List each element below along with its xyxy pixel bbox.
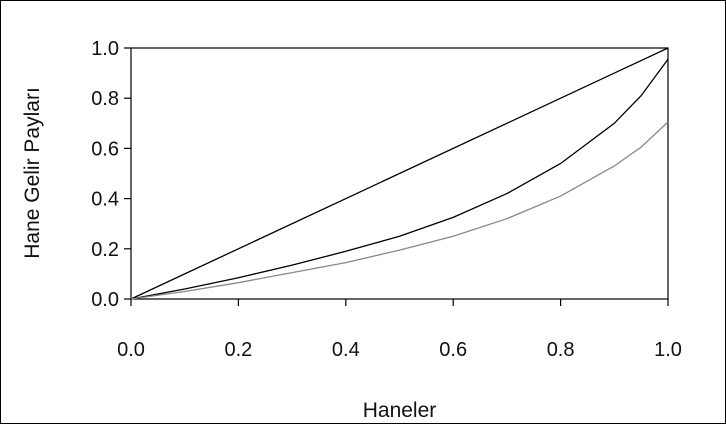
y-tick-label: 0.4 [91, 189, 119, 211]
series-layer [130, 47, 669, 300]
y-tick-label: 0.6 [91, 138, 119, 160]
x-tick-label: 0.2 [224, 339, 252, 361]
x-tick-label: 0.8 [547, 339, 575, 361]
y-tick-label: 0.8 [91, 88, 119, 110]
y-tick-label: 1.0 [91, 38, 119, 60]
x-tick-label: 1.0 [654, 339, 682, 361]
series-line-1 [130, 47, 669, 300]
y-tick-label: 0.0 [91, 289, 119, 311]
x-tick-label: 0.4 [332, 339, 360, 361]
x-tick-label: 0.0 [117, 339, 145, 361]
plot-area [130, 47, 669, 300]
x-tick-label: 0.6 [439, 339, 467, 361]
series-line-2 [130, 58, 669, 300]
x-axis: 0.0 0.2 0.4 0.6 0.8 1.0 [117, 299, 682, 361]
y-axis-title: Hane Gelir Payları [21, 87, 44, 259]
y-tick-label: 0.2 [91, 239, 119, 261]
x-axis-title: Haneler [363, 399, 437, 422]
y-axis: 0.0 0.2 0.4 0.6 0.8 1.0 [91, 38, 131, 311]
series-line-3 [130, 121, 669, 300]
